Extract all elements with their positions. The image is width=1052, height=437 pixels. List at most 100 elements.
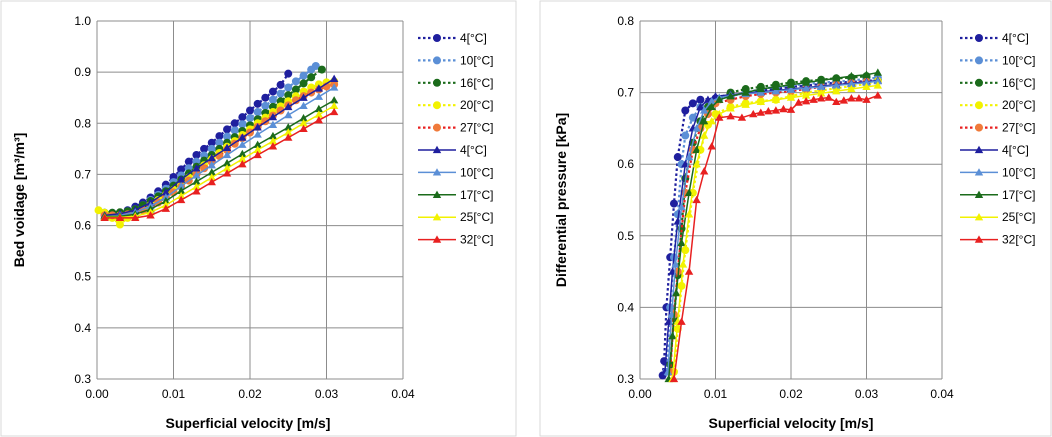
data-point [307, 73, 316, 82]
data-point [756, 108, 765, 116]
data-point [238, 160, 247, 168]
data-point [672, 288, 681, 297]
data-point [839, 96, 849, 104]
data-point [222, 164, 232, 172]
y-tick-label: 0.6 [74, 219, 91, 233]
data-point [268, 142, 278, 150]
legend-item: 27[°C] [418, 121, 493, 135]
data-point [184, 157, 193, 166]
data-point [832, 81, 841, 89]
data-point [207, 168, 216, 176]
data-point [756, 97, 765, 106]
data-point [707, 117, 716, 125]
data-point [268, 136, 278, 145]
data-point [862, 95, 871, 103]
legend-item: 10[°C] [418, 53, 493, 67]
y-tick-label: 1.0 [74, 14, 91, 28]
data-point [230, 126, 239, 135]
series [669, 91, 883, 383]
data-point [673, 210, 682, 219]
data-point [100, 213, 109, 222]
data-point [329, 83, 339, 91]
data-point [238, 149, 247, 158]
x-tick-label: 0.00 [628, 387, 652, 401]
data-point [314, 110, 324, 118]
data-point [238, 140, 247, 148]
bed-voidage-chart: 0.30.40.50.60.70.80.91.0 0.00 0.01 0.02 0.0… [0, 0, 517, 437]
legend-item: 20[°C] [960, 98, 1035, 112]
data-point [817, 94, 826, 102]
data-point [715, 113, 724, 121]
y-axis-title: Differential pressure [kPa] [553, 113, 569, 287]
data-point [268, 112, 278, 121]
legend-marker [975, 123, 983, 132]
data-point [238, 113, 247, 122]
data-point [131, 213, 140, 222]
grid [96, 20, 404, 380]
legend-label: 32[°C] [460, 233, 493, 247]
data-point [684, 210, 694, 218]
data-point [207, 144, 216, 153]
data-point [176, 175, 186, 183]
legend-item: 10[°C] [960, 165, 1035, 179]
data-point [253, 99, 262, 108]
data-point [238, 133, 247, 141]
data-point [726, 112, 735, 120]
data-point [786, 80, 796, 88]
series-line [104, 111, 335, 219]
y-tick-label: 0.4 [74, 321, 91, 335]
data-point [669, 199, 678, 208]
legend-marker [433, 78, 441, 87]
data-point [314, 104, 324, 113]
data-point [253, 140, 262, 148]
data-point [200, 144, 209, 153]
legend-label: 4[°C] [1002, 31, 1029, 45]
data-point [223, 125, 232, 134]
y-tick-label: 0.8 [617, 14, 634, 28]
data-point [707, 102, 716, 111]
data-point [176, 195, 186, 204]
data-point [291, 77, 300, 86]
legend-item: 32[°C] [960, 233, 1035, 247]
data-point [681, 131, 690, 140]
data-point [677, 317, 686, 325]
legend-label: 16[°C] [1002, 76, 1035, 90]
legend-label: 27[°C] [1002, 121, 1035, 135]
data-point [824, 93, 833, 101]
data-point [115, 220, 124, 229]
data-point [801, 78, 811, 86]
data-point [832, 97, 841, 106]
y-tick-label: 0.8 [74, 116, 91, 130]
x-tick-label: 0.01 [704, 387, 728, 401]
data-point [699, 106, 709, 114]
legend-marker [974, 235, 984, 243]
series [100, 107, 339, 222]
data-point [692, 145, 701, 154]
y-tick-label: 0.5 [617, 229, 634, 243]
x-tick-label: 0.03 [855, 387, 879, 401]
data-point [299, 124, 308, 133]
data-point [284, 102, 293, 111]
legend-item: 27[°C] [960, 121, 1035, 135]
legend-marker [975, 78, 983, 87]
legend: 4[°C] 10[°C] 16[°C] 20[°C] 27[°C] 4[°C] 10[°C]… [418, 31, 493, 247]
chart-frame [0, 0, 517, 437]
legend-label: 20[°C] [1002, 98, 1035, 112]
data-point [311, 62, 320, 71]
y-tick-label: 0.4 [617, 300, 634, 314]
data-point [668, 331, 677, 340]
data-point [786, 93, 796, 101]
legend-item: 10[°C] [418, 165, 493, 179]
data-point [699, 117, 709, 125]
data-point [771, 106, 781, 114]
legend-marker [975, 34, 983, 42]
legend-marker [433, 56, 441, 65]
data-point [222, 150, 232, 159]
data-point [801, 84, 811, 92]
legend-marker [975, 56, 983, 65]
data-point [284, 133, 293, 141]
data-point [268, 120, 278, 128]
data-point [284, 69, 293, 78]
data-point [681, 106, 690, 115]
